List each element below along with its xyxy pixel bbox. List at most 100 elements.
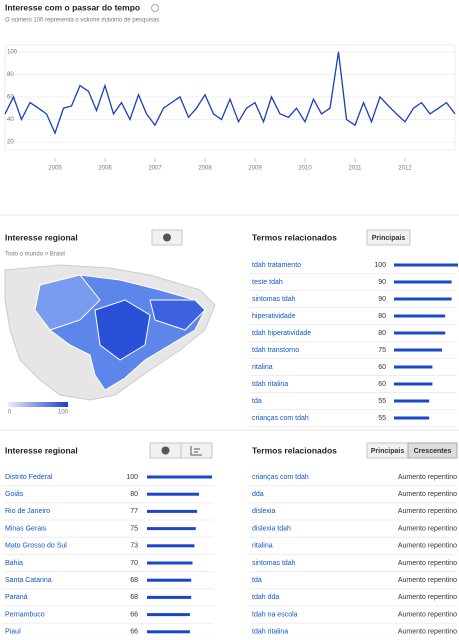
term-bar bbox=[394, 416, 430, 420]
help-icon[interactable] bbox=[151, 4, 159, 12]
term-link[interactable]: tdah transtorno bbox=[252, 347, 299, 354]
legend-gradient bbox=[8, 402, 68, 407]
term-value: 90 bbox=[378, 296, 386, 303]
region-bar bbox=[147, 475, 212, 479]
region-bar bbox=[147, 595, 192, 599]
globe-icon bbox=[163, 233, 171, 242]
region-value: 75 bbox=[130, 525, 138, 532]
region-link[interactable]: Pernambuco bbox=[5, 611, 45, 618]
list-icon bbox=[190, 446, 202, 456]
region-bar bbox=[147, 578, 192, 582]
term-bar bbox=[394, 314, 446, 318]
term-bar bbox=[394, 263, 458, 267]
map bbox=[4, 264, 216, 401]
region-value: 66 bbox=[130, 629, 138, 636]
term-change: Aumento repentino bbox=[398, 560, 457, 567]
term-value: 80 bbox=[378, 313, 386, 320]
x-tick-label: 2009 bbox=[248, 166, 262, 172]
term-link[interactable]: hiperatividade bbox=[252, 313, 296, 320]
term-bar bbox=[394, 348, 442, 352]
tab-label: Principais bbox=[372, 235, 406, 242]
term-link[interactable]: crianças com tdah bbox=[252, 415, 309, 422]
x-tick-label: 2012 bbox=[398, 166, 412, 172]
term-link[interactable]: ritalina bbox=[252, 543, 273, 550]
region-link[interactable]: Distrito Federal bbox=[5, 474, 53, 481]
x-tick-label: 2008 bbox=[198, 166, 212, 172]
x-tick-label: 2005 bbox=[48, 166, 62, 172]
term-link[interactable]: dislexia bbox=[252, 508, 275, 515]
term-change: Aumento repentino bbox=[398, 474, 457, 481]
term-value: 80 bbox=[378, 330, 386, 337]
region-link[interactable]: Paraná bbox=[5, 594, 28, 601]
term-link[interactable]: tdah ritalina bbox=[252, 381, 288, 388]
term-value: 60 bbox=[378, 364, 386, 371]
section-title: Termos relacionados bbox=[252, 445, 337, 455]
term-link[interactable]: sintomas tdah bbox=[252, 296, 296, 303]
region-link[interactable]: Mato Grosso do Sul bbox=[5, 543, 67, 550]
term-link[interactable]: teste tdah bbox=[252, 279, 283, 286]
term-value: 55 bbox=[378, 398, 386, 405]
legend-min: 0 bbox=[8, 410, 12, 416]
tab-button[interactable] bbox=[366, 229, 411, 246]
section-title: Termos relacionados bbox=[252, 232, 337, 242]
term-value: 55 bbox=[378, 415, 386, 422]
term-link[interactable]: tdah dda bbox=[252, 594, 279, 601]
term-value: 90 bbox=[378, 279, 386, 286]
term-change: Aumento repentino bbox=[398, 629, 457, 636]
term-change: Aumento repentino bbox=[398, 543, 457, 550]
term-value: 100 bbox=[374, 262, 386, 269]
term-link[interactable]: sintomas tdah bbox=[252, 560, 296, 567]
x-tick-label: 2010 bbox=[298, 166, 312, 172]
term-change: Aumento repentino bbox=[398, 611, 457, 618]
region-link[interactable]: Santa Catarina bbox=[5, 577, 52, 584]
term-link[interactable]: tdah tratamento bbox=[252, 262, 301, 269]
term-change: Aumento repentino bbox=[398, 525, 457, 532]
term-link[interactable]: tda bbox=[252, 398, 262, 405]
term-link[interactable]: tdah na escola bbox=[252, 611, 298, 618]
term-bar bbox=[394, 280, 452, 284]
term-bar bbox=[394, 331, 446, 335]
term-link[interactable]: ritalina bbox=[252, 364, 273, 371]
region-link[interactable]: Piauí bbox=[5, 629, 21, 636]
y-tick-label: 60 bbox=[7, 95, 14, 101]
tab-button-active[interactable] bbox=[407, 442, 458, 459]
tab-label: Principais bbox=[371, 448, 405, 455]
term-link[interactable]: tda bbox=[252, 577, 262, 584]
term-link[interactable]: dda bbox=[252, 491, 264, 498]
term-change: Aumento repentino bbox=[398, 491, 457, 498]
term-change: Aumento repentino bbox=[398, 508, 457, 515]
plot-area bbox=[4, 44, 456, 151]
term-value: 60 bbox=[378, 381, 386, 388]
y-tick-label: 40 bbox=[7, 117, 14, 123]
region-value: 66 bbox=[130, 611, 138, 618]
region-link[interactable]: Bahia bbox=[5, 560, 23, 567]
term-link[interactable]: tdah ritalina bbox=[252, 629, 288, 636]
term-link[interactable]: crianças com tdah bbox=[252, 474, 309, 481]
term-link[interactable]: tdah hiperatividade bbox=[252, 330, 311, 337]
trend-line bbox=[4, 51, 456, 135]
term-link[interactable]: dislexia tdah bbox=[252, 525, 291, 532]
region-bar bbox=[147, 509, 198, 513]
region-value: 100 bbox=[126, 474, 138, 481]
section-title: Interesse regional bbox=[5, 232, 78, 242]
chart-subtitle: O número 100 representa o volume máximo … bbox=[5, 18, 159, 24]
list-button[interactable] bbox=[180, 442, 213, 459]
term-bar bbox=[394, 399, 430, 403]
region-value: 68 bbox=[130, 594, 138, 601]
region-value: 70 bbox=[130, 560, 138, 567]
x-tick-label: 2006 bbox=[98, 166, 112, 172]
y-tick-label: 20 bbox=[7, 140, 14, 146]
term-change: Aumento repentino bbox=[398, 577, 457, 584]
x-tick-label: 2007 bbox=[148, 166, 162, 172]
term-value: 75 bbox=[378, 347, 386, 354]
region-bar bbox=[147, 492, 199, 496]
region-link[interactable]: Rio de Janeiro bbox=[5, 508, 50, 515]
region-link[interactable]: Minas Gerais bbox=[5, 525, 47, 532]
region-bar bbox=[147, 527, 196, 531]
x-tick-label: 2011 bbox=[349, 166, 363, 172]
section-title: Interesse regional bbox=[5, 445, 78, 455]
term-bar bbox=[394, 382, 433, 386]
region-bar bbox=[147, 613, 190, 617]
region-link[interactable]: Goiás bbox=[5, 491, 24, 498]
